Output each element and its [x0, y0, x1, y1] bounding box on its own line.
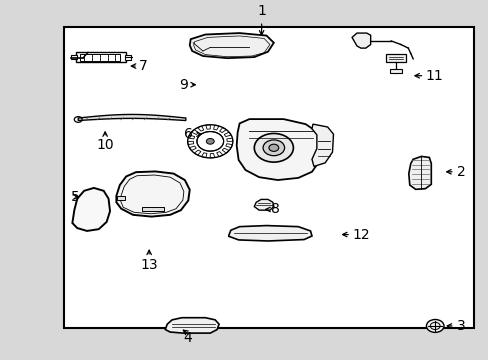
- Polygon shape: [389, 68, 401, 73]
- Polygon shape: [254, 199, 273, 210]
- Polygon shape: [311, 124, 333, 166]
- Circle shape: [268, 144, 278, 151]
- Polygon shape: [225, 144, 232, 148]
- Circle shape: [197, 131, 223, 151]
- Text: 10: 10: [96, 139, 114, 153]
- Circle shape: [426, 319, 443, 332]
- Text: 1: 1: [257, 4, 265, 18]
- Text: 9: 9: [179, 78, 188, 92]
- Circle shape: [254, 134, 293, 162]
- Polygon shape: [116, 171, 189, 217]
- Polygon shape: [216, 152, 223, 157]
- Polygon shape: [213, 125, 219, 130]
- Polygon shape: [386, 54, 405, 63]
- Polygon shape: [71, 55, 77, 59]
- Polygon shape: [142, 207, 163, 211]
- Text: 7: 7: [139, 59, 148, 73]
- Polygon shape: [205, 125, 210, 129]
- Text: 13: 13: [140, 258, 158, 272]
- Polygon shape: [188, 135, 194, 139]
- Text: 4: 4: [183, 331, 192, 345]
- Text: 5: 5: [71, 190, 80, 204]
- Polygon shape: [78, 114, 185, 121]
- Text: 11: 11: [425, 69, 442, 83]
- Polygon shape: [228, 226, 311, 241]
- Circle shape: [263, 140, 284, 156]
- Bar: [63, 27, 473, 328]
- Polygon shape: [187, 141, 193, 145]
- Polygon shape: [219, 127, 226, 132]
- Text: 2: 2: [456, 165, 465, 179]
- Polygon shape: [201, 153, 206, 158]
- Polygon shape: [236, 119, 321, 180]
- Polygon shape: [117, 196, 124, 201]
- Text: 3: 3: [456, 319, 465, 333]
- Polygon shape: [222, 148, 228, 153]
- Polygon shape: [165, 318, 219, 333]
- Polygon shape: [194, 150, 201, 155]
- Polygon shape: [224, 132, 231, 136]
- Polygon shape: [124, 55, 131, 60]
- Polygon shape: [191, 130, 198, 135]
- Polygon shape: [76, 53, 126, 63]
- Text: 12: 12: [351, 228, 369, 242]
- Polygon shape: [72, 188, 110, 231]
- Polygon shape: [226, 138, 232, 141]
- Polygon shape: [80, 54, 120, 61]
- Polygon shape: [210, 153, 214, 158]
- Polygon shape: [197, 126, 203, 131]
- Polygon shape: [189, 146, 196, 150]
- Polygon shape: [408, 156, 430, 189]
- Polygon shape: [189, 33, 273, 58]
- Text: 6: 6: [184, 127, 193, 141]
- Polygon shape: [351, 33, 370, 48]
- Circle shape: [206, 139, 214, 144]
- Text: 8: 8: [271, 202, 280, 216]
